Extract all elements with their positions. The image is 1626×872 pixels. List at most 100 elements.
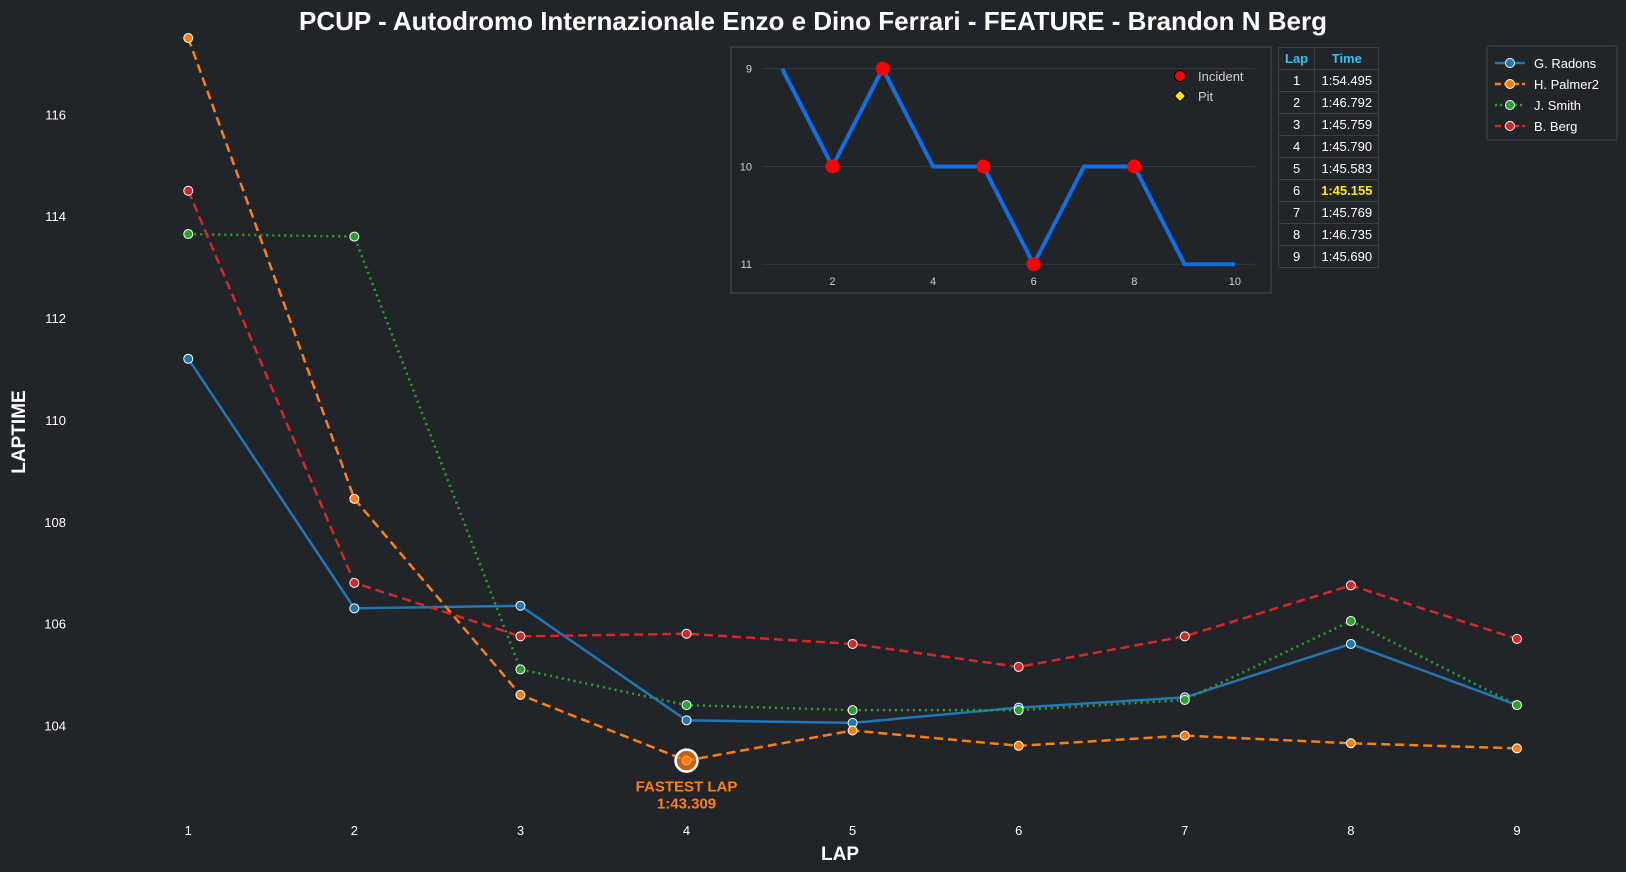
- data-point-b-berg: [1013, 661, 1024, 672]
- y-tick-label: 112: [45, 311, 66, 326]
- data-point-b-berg: [1345, 580, 1356, 591]
- data-point-j-smith: [183, 229, 194, 240]
- table-row: 2 1:46.792: [1277, 91, 1380, 114]
- incident-legend-label: Incident: [1198, 69, 1244, 84]
- lap-column-header: Lap: [1277, 47, 1316, 70]
- data-point-b-berg: [515, 631, 526, 642]
- lap-cell: 4: [1277, 135, 1316, 158]
- time-column-header: Time: [1314, 47, 1380, 70]
- data-point-b-berg: [847, 638, 858, 649]
- main-legend: G. Radons H. Palmer2 J. Smith B. Berg: [1486, 45, 1618, 141]
- data-point-h-palmer2: [1013, 740, 1024, 751]
- y-tick-label: 104: [44, 718, 66, 733]
- incident-marker: [1127, 159, 1142, 174]
- time-cell: 1:45.583: [1314, 157, 1380, 180]
- table-row-best: 6 1:45.155: [1277, 179, 1380, 202]
- data-point-h-palmer2: [1511, 743, 1522, 754]
- best-time-cell: 1:45.155: [1314, 179, 1380, 202]
- y-tick-label: 106: [44, 617, 66, 632]
- inset-y-tick-label: 9: [746, 64, 752, 76]
- data-point-g-radons: [183, 353, 194, 364]
- inset-plot: 9 10 11 2 4 6 8 10: [740, 61, 1255, 288]
- data-point-j-smith: [1013, 705, 1024, 716]
- legend-frame: [1486, 45, 1618, 141]
- pit-legend-marker: [1173, 89, 1187, 103]
- x-tick-label: 5: [849, 823, 856, 838]
- x-tick-label: 3: [517, 823, 524, 838]
- chart-title: PCUP - Autodromo Internazionale Enzo e D…: [299, 6, 1327, 36]
- data-point-b-berg: [183, 185, 194, 196]
- time-cell: 1:46.735: [1314, 223, 1380, 246]
- legend-label: B. Berg: [1534, 119, 1577, 134]
- lap-cell: 9: [1277, 245, 1316, 268]
- inset-y-tick-label: 10: [740, 161, 752, 173]
- time-cell: 1:45.690: [1314, 245, 1380, 268]
- table-row: 9 1:45.690: [1277, 245, 1380, 268]
- y-tick-label: 114: [45, 209, 66, 224]
- incident-marker: [1026, 257, 1041, 272]
- data-point-h-palmer2: [847, 725, 858, 736]
- incident-legend-marker: [1174, 70, 1186, 82]
- lap-cell: 5: [1277, 157, 1316, 180]
- legend-label: J. Smith: [1534, 98, 1581, 113]
- x-tick-label: 2: [351, 823, 358, 838]
- lap-cell: 3: [1277, 113, 1316, 136]
- legend-marker: [1505, 79, 1515, 89]
- y-axis-label: LAPTIME: [9, 390, 30, 473]
- table-row: 5 1:45.583: [1277, 157, 1380, 180]
- legend-label: H. Palmer2: [1534, 77, 1599, 92]
- data-point-j-smith: [515, 664, 526, 675]
- table-row: 3 1:45.759: [1277, 113, 1380, 136]
- table-row: 7 1:45.769: [1277, 201, 1380, 224]
- fastest-lap-annotation: FASTEST LAP 1:43.309: [636, 779, 738, 813]
- time-cell: 1:45.790: [1314, 135, 1380, 158]
- legend-marker: [1505, 100, 1515, 110]
- x-axis-label: LAP: [821, 844, 859, 865]
- data-point-h-palmer2: [349, 493, 360, 504]
- data-point-h-palmer2: [515, 689, 526, 700]
- x-tick-label: 4: [683, 823, 690, 838]
- inset-x-tick-label: 8: [1131, 276, 1137, 288]
- inset-x-tick-label: 4: [930, 276, 936, 288]
- x-tick-label: 1: [185, 823, 192, 838]
- y-tick-label: 108: [44, 515, 66, 530]
- legend-label: G. Radons: [1534, 56, 1597, 71]
- incident-marker: [875, 61, 890, 76]
- data-point-g-radons: [349, 603, 360, 614]
- time-cell: 1:45.759: [1314, 113, 1380, 136]
- inset-x-tick-label: 2: [829, 276, 835, 288]
- data-point-j-smith: [1179, 694, 1190, 705]
- incident-marker: [825, 159, 840, 174]
- inset-x-tick-label: 10: [1229, 276, 1241, 288]
- position-line: [780, 66, 1235, 267]
- lap-times-table: Lap Time 1 1:54.495 2 1:46.792 3 1:45.759 4…: [1277, 47, 1380, 268]
- data-point-g-radons: [1345, 638, 1356, 649]
- time-cell: 1:45.769: [1314, 201, 1380, 224]
- data-point-b-berg: [349, 577, 360, 588]
- fastest-lap-marker: [674, 748, 699, 773]
- lap-cell: 7: [1277, 201, 1316, 224]
- x-tick-label: 8: [1347, 823, 1354, 838]
- table-row: 4 1:45.790: [1277, 135, 1380, 158]
- time-cell: 1:46.792: [1314, 91, 1380, 114]
- data-point-j-smith: [1511, 700, 1522, 711]
- table-row: 1 1:54.495: [1277, 69, 1380, 92]
- series-line-g-radons: [187, 358, 1518, 725]
- x-tick-label: 9: [1513, 823, 1520, 838]
- x-tick-label: 7: [1181, 823, 1188, 838]
- time-cell: 1:54.495: [1314, 69, 1380, 92]
- fastest-lap-time: 1:43.309: [657, 796, 716, 813]
- table-row: 8 1:46.735: [1277, 223, 1380, 246]
- data-point-h-palmer2: [1179, 730, 1190, 741]
- lap-cell: 1: [1277, 69, 1316, 92]
- inset-frame: [730, 46, 1272, 294]
- data-point-b-berg: [681, 628, 692, 639]
- data-point-j-smith: [847, 705, 858, 716]
- data-point-b-berg: [1179, 631, 1190, 642]
- y-tick-label: 110: [45, 413, 66, 428]
- data-point-j-smith: [349, 231, 360, 242]
- incident-marker: [976, 159, 991, 174]
- lap-cell: 6: [1277, 179, 1316, 202]
- data-point-j-smith: [1345, 616, 1356, 627]
- data-point-b-berg: [1511, 633, 1522, 644]
